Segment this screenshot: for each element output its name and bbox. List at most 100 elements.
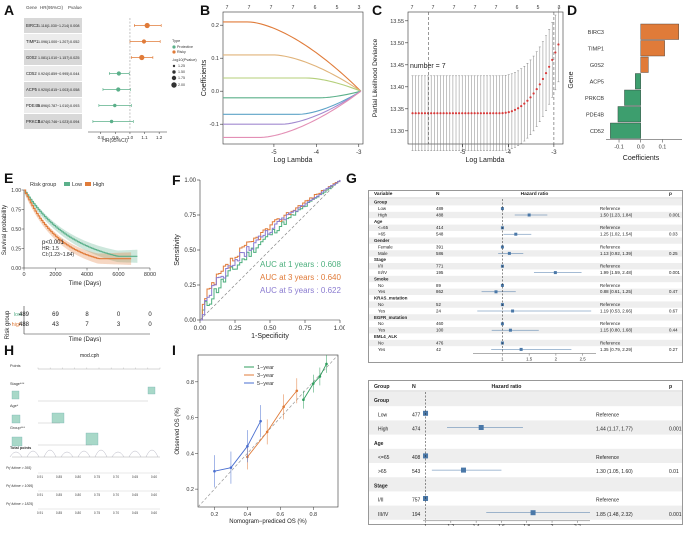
hr-point (139, 54, 145, 61)
forest-hr-box (514, 232, 518, 236)
forest-header-variable: Variable (374, 191, 393, 197)
forest-variable: Group (374, 398, 389, 404)
cv-point (423, 112, 427, 115)
legend-label: 1−year (257, 365, 274, 371)
hr-text: 1.096(1.000~1.207) (38, 40, 69, 44)
forest-row-bg (369, 288, 682, 295)
forest-hr-text: 1.35 (0.79, 2.29) (600, 347, 633, 352)
cv-point (414, 112, 417, 115)
legend-protective-label: Protective (177, 45, 193, 49)
tick-label: 0 (22, 272, 25, 278)
axis-label-y-d: Gene (568, 71, 575, 88)
forest-variable: High (378, 212, 388, 217)
tick-label: 0.2 (211, 512, 219, 518)
forest-variable: KRAS_mutation (374, 296, 408, 301)
top-axis-label: 7 (248, 5, 251, 11)
legend-risky-label: Risky (177, 50, 186, 54)
tick-label: 1 (501, 357, 504, 362)
forest-hr-text: Reference (596, 455, 619, 461)
forest-variable: Yes (378, 308, 386, 313)
top-axis-label: 6 (314, 5, 317, 11)
cv-point (544, 72, 548, 75)
forest-variable: Yes (378, 289, 386, 294)
forest-n: 474 (412, 427, 421, 433)
forest-variable: No (378, 302, 384, 307)
hr-text: 1.118(1.030~1.214) (38, 24, 69, 28)
forest-header-n: N (412, 384, 416, 390)
tick-label: 2.2 (574, 524, 581, 526)
forest-hr-box (511, 309, 515, 313)
prob-tick-label: 0.85 (56, 475, 62, 479)
top-axis-label: 7 (270, 5, 273, 11)
coef-bar (640, 40, 665, 57)
cv-point (498, 112, 501, 115)
lasso-cv-plot: 7 7 7 7 7 6 5 3 -5 -4 -3 13.55 13.50 13.45 13.40 13.35… (372, 5, 564, 164)
nomogram-row-label: Age* (10, 404, 19, 408)
tick-label: -4 (314, 150, 320, 156)
hr-text: 0.920(0.815~1.003) (38, 88, 69, 92)
cv-point (454, 112, 458, 115)
forest-hr-text: 1.19 (0.53, 2.66) (600, 308, 633, 313)
prob-tick-label: 0.75 (94, 475, 100, 479)
tick-label: 0.6 (186, 416, 194, 422)
gene-label: PRKCB (585, 96, 604, 102)
coef-bar (617, 106, 641, 123)
prob-tick-label: 0.65 (132, 475, 138, 479)
forest-n: 195 (436, 270, 444, 275)
legend-high-swatch (85, 182, 91, 186)
legend-size-4: 2.00 (178, 83, 185, 87)
cv-point (485, 112, 489, 115)
density-arc (145, 449, 159, 458)
km-ci: CI:(1.23~1.84) (42, 252, 74, 258)
prob-tick-label: 0.80 (75, 475, 81, 479)
tick-label: 0.8 (186, 380, 194, 386)
legend-size-3: 1.75 (178, 76, 185, 80)
hr-point (116, 71, 121, 76)
legend-low-label: Low (72, 182, 82, 188)
table-row (24, 98, 82, 113)
tick-label: 13.50 (390, 41, 404, 47)
tick-label: 0.2 (186, 487, 194, 493)
prob-tick-label: 0.75 (94, 493, 100, 497)
table-row (24, 114, 82, 129)
forest-variable: No (378, 283, 384, 288)
forest-hr-text: Reference (600, 264, 621, 269)
forest-variable: >65 (378, 232, 386, 237)
cv-point (467, 112, 470, 115)
nomogram-box (85, 432, 99, 446)
cv-point (470, 112, 473, 115)
density-arc (43, 449, 57, 458)
cv-point (492, 112, 495, 115)
cv-point (442, 112, 445, 115)
forest-p: 0.001 (669, 212, 681, 217)
pvalue-text: 0.058 (70, 88, 80, 92)
calib-curve (247, 390, 298, 458)
risk-count: 0 (148, 312, 152, 318)
ci-band-high (24, 190, 132, 265)
nomogram-box (147, 386, 156, 395)
forest-row-bg (369, 301, 682, 308)
roc-curve-3-year (200, 180, 341, 321)
tick-label: -4 (506, 150, 512, 156)
coef-path (223, 90, 362, 138)
axis-label-x-f: 1-Specificity (251, 333, 289, 340)
coef-path (223, 21, 362, 92)
legend-size-title: -log10(Pvalue) (172, 58, 197, 62)
axis-label-y-i: Observed OS (%) (175, 407, 181, 454)
panel-e: Risk group Low High 0 2000 4000 6000 8000 1.0… (0, 170, 170, 343)
forest-variable: Age (374, 441, 384, 447)
legend-size-dot-4 (171, 82, 177, 88)
tick-label: 0.1 (659, 145, 667, 151)
gene-name: CD52 (26, 71, 37, 76)
panel-d: BIRC3 TIMP1 G0S2 ACP5 PRKCB PDE4B CD52 -0.1 0.0 0… (566, 0, 685, 168)
cv-point (445, 112, 448, 115)
prob-tick-label: 0.65 (132, 493, 138, 497)
cv-point (451, 112, 455, 115)
cv-point (436, 112, 439, 115)
nomogram-box (11, 414, 21, 424)
tick-label: 1.2 (447, 524, 454, 526)
gene-name: PRKCB (26, 119, 41, 124)
forest-hr-text: 1.44 (1.17, 1.77) (596, 427, 633, 433)
col-header-hr: HR(95%CI) (40, 5, 64, 10)
legend-size-dot-2 (172, 70, 176, 74)
